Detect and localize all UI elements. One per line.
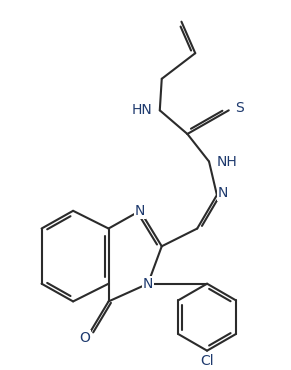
Text: Cl: Cl	[200, 354, 214, 368]
Text: O: O	[79, 331, 91, 345]
Text: N: N	[218, 186, 228, 200]
Text: N: N	[143, 277, 153, 291]
Text: N: N	[135, 204, 145, 218]
Text: HN: HN	[131, 103, 152, 117]
Text: S: S	[235, 101, 243, 115]
Text: NH: NH	[217, 155, 238, 169]
